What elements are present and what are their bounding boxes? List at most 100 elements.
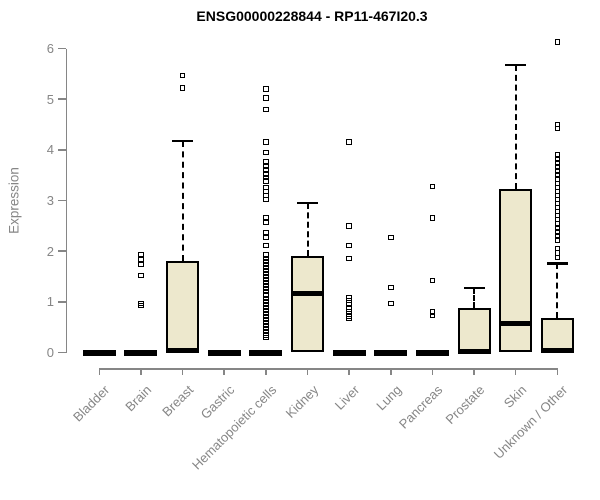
- outlier-point: [346, 315, 352, 322]
- outlier-point: [554, 39, 561, 45]
- outlier-point: [138, 272, 144, 279]
- outlier-point: [263, 264, 269, 271]
- collapsed-box: [249, 350, 283, 356]
- outlier-point: [263, 163, 269, 169]
- outlier-point: [138, 300, 144, 307]
- whisker-line: [556, 263, 559, 319]
- outlier-point: [554, 216, 561, 223]
- outlier-point: [263, 310, 269, 317]
- outlier-point: [263, 307, 269, 314]
- outlier-point: [263, 196, 269, 203]
- x-tick: [181, 368, 184, 375]
- whisker-cap: [463, 286, 485, 290]
- box: [457, 307, 491, 353]
- x-tick: [514, 368, 517, 375]
- outlier-point: [429, 215, 436, 221]
- y-tick: [58, 47, 66, 50]
- outlier-point: [263, 192, 269, 199]
- outlier-point: [263, 242, 269, 249]
- outlier-point: [554, 184, 561, 191]
- outlier-point: [263, 328, 269, 335]
- median-line: [540, 348, 574, 354]
- outlier-point: [263, 139, 269, 145]
- outlier-point: [138, 251, 144, 258]
- y-tick: [58, 199, 66, 202]
- outlier-point: [346, 139, 352, 145]
- y-axis-line: [65, 48, 67, 353]
- outlier-point: [554, 200, 561, 207]
- whisker-cap: [546, 262, 568, 265]
- outlier-point: [138, 261, 144, 268]
- y-tick: [58, 250, 66, 252]
- median-line: [457, 348, 491, 354]
- outlier-point: [263, 301, 269, 308]
- outlier-point: [263, 292, 269, 298]
- outlier-point: [554, 212, 561, 219]
- outlier-point: [263, 285, 269, 292]
- outlier-point: [388, 234, 394, 241]
- outlier-point: [346, 300, 352, 306]
- outlier-point: [263, 178, 269, 184]
- y-tick: [58, 98, 66, 100]
- box: [291, 256, 324, 353]
- outlier-point: [429, 183, 436, 190]
- outlier-point: [554, 164, 561, 170]
- outlier-point: [554, 208, 561, 215]
- outlier-point: [263, 106, 269, 113]
- outlier-point: [554, 221, 561, 227]
- outlier-point: [346, 309, 352, 315]
- outlier-point: [263, 219, 269, 225]
- outlier-point: [429, 277, 436, 284]
- median-line: [499, 321, 533, 327]
- collapsed-box: [82, 350, 116, 356]
- outlier-point: [554, 176, 561, 182]
- x-tick: [306, 368, 309, 375]
- outlier-point: [554, 192, 561, 199]
- outlier-point: [554, 188, 561, 195]
- box: [540, 318, 574, 353]
- x-tick: [473, 368, 475, 375]
- y-tick-label: 0: [46, 345, 54, 360]
- outlier-point: [429, 309, 436, 315]
- median-line: [291, 290, 324, 296]
- y-tick-label: 1: [46, 294, 54, 310]
- collapsed-box: [124, 350, 158, 356]
- whisker-cap: [297, 201, 318, 205]
- x-tick: [556, 368, 559, 375]
- outlier-point: [263, 313, 269, 320]
- chart-title: ENSG00000228844 - RP11-467I20.3: [196, 8, 428, 24]
- outlier-point: [263, 334, 269, 341]
- outlier-point: [263, 288, 269, 295]
- whisker-line: [514, 65, 517, 189]
- outlier-point: [554, 152, 561, 158]
- y-tick: [58, 351, 66, 354]
- outlier-point: [554, 168, 561, 174]
- outlier-point: [263, 261, 269, 268]
- outlier-point: [554, 160, 561, 166]
- outlier-point: [346, 242, 352, 249]
- x-tick: [140, 368, 142, 375]
- outlier-point: [554, 233, 561, 239]
- outlier-point: [263, 270, 269, 277]
- whisker-line: [181, 141, 184, 262]
- outlier-point: [263, 319, 269, 326]
- outlier-point: [263, 159, 269, 165]
- y-tick: [58, 301, 66, 303]
- outlier-point: [263, 282, 269, 289]
- outlier-point: [263, 325, 269, 332]
- box: [166, 261, 200, 353]
- outlier-point: [263, 316, 269, 323]
- outlier-point: [263, 95, 269, 101]
- x-tick: [265, 368, 267, 375]
- outlier-point: [554, 254, 561, 261]
- outlier-point: [263, 184, 269, 191]
- x-tick: [431, 368, 434, 375]
- box: [499, 188, 533, 353]
- outlier-point: [554, 204, 561, 211]
- whisker-cap: [172, 139, 194, 143]
- outlier-point: [554, 237, 561, 243]
- x-tick: [98, 368, 101, 375]
- outlier-point: [346, 255, 352, 261]
